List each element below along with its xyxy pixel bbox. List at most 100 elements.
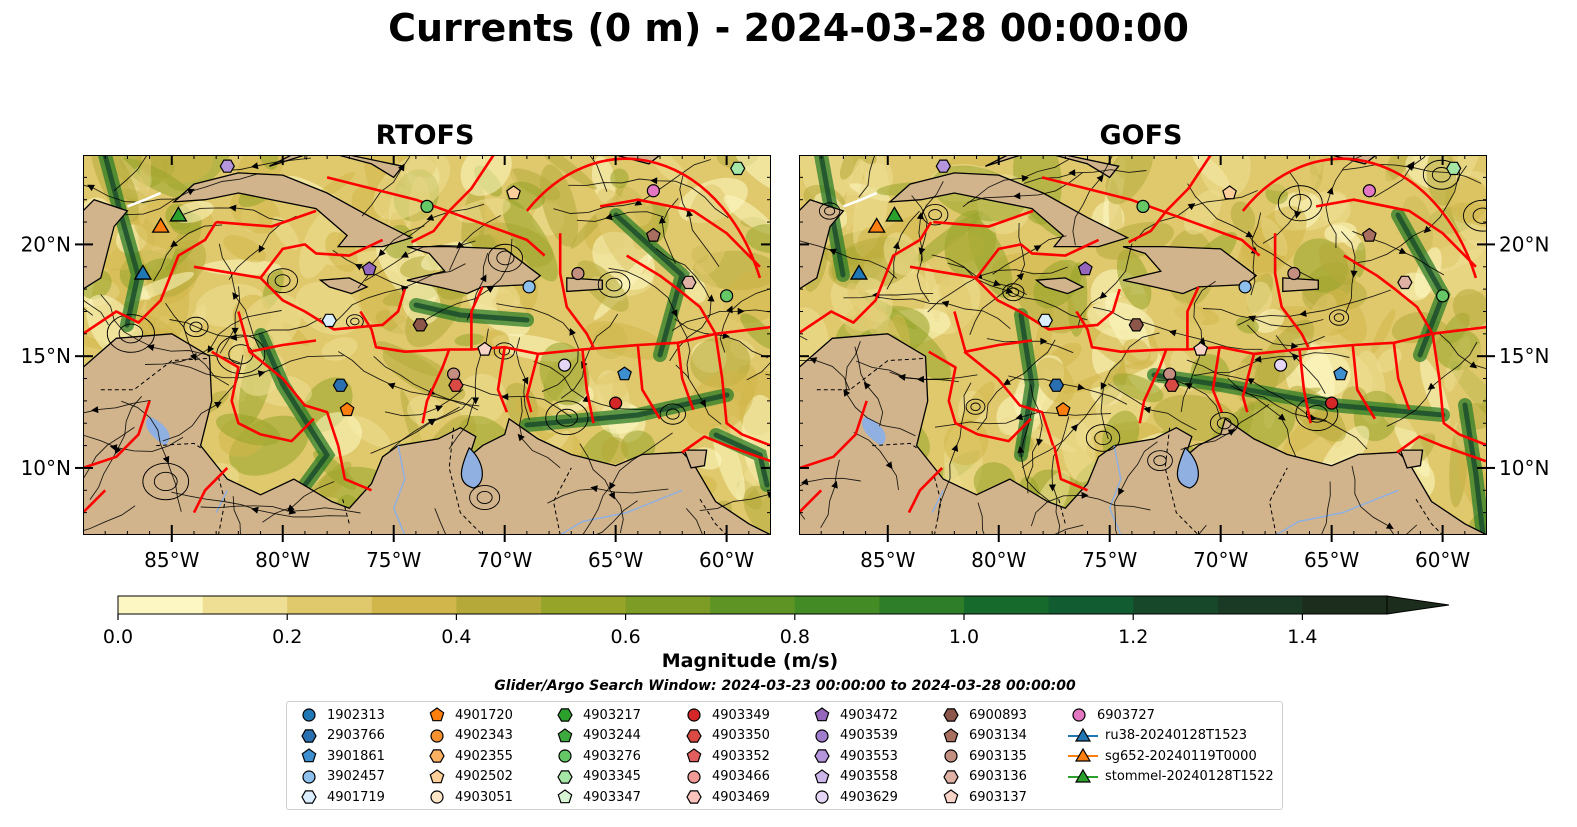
legend-item: 6903727 <box>1067 705 1155 725</box>
eez-boundaries <box>797 154 1489 514</box>
map-gofs[interactable] <box>669 107 1523 606</box>
legend-marker <box>943 789 959 804</box>
legend-marker-shape <box>430 790 444 804</box>
map-rtofs[interactable] <box>0 58 888 638</box>
colorbar-segment <box>118 596 204 614</box>
frame-ticks <box>798 154 1488 536</box>
map-panel-rtofs[interactable] <box>0 58 888 638</box>
float-marker-2903766 <box>1048 378 1065 392</box>
legend-item: ru38-20240128T1523 <box>1067 726 1247 746</box>
panel-title-rtofs: RTOFS <box>375 120 475 151</box>
legend-label: 1902313 <box>327 707 385 723</box>
legend-label: 4901720 <box>455 707 513 723</box>
legend-item: 6903134 <box>939 726 1027 746</box>
float-marker-4903345 <box>1446 161 1462 176</box>
colorbar-segment <box>541 596 627 614</box>
legend-marker <box>815 790 829 804</box>
glider-marker-sg652-20240119T0000 <box>151 217 170 233</box>
legend-label: 4903217 <box>583 707 641 723</box>
legend-marker-shape <box>943 789 959 804</box>
legend-label: 4903472 <box>840 707 898 723</box>
land-jamaica <box>1034 277 1085 295</box>
legend-marker <box>686 748 702 763</box>
legend-item: 4901720 <box>425 705 513 725</box>
legend-marker-shape <box>815 728 829 743</box>
legend-marker-shape <box>429 768 445 783</box>
legend-marker-shape <box>943 708 959 722</box>
legend-marker <box>302 708 316 722</box>
float-marker-4901720 <box>1055 402 1071 417</box>
glider-track <box>126 191 162 208</box>
lon-tick-label: 75°W <box>366 548 421 572</box>
legend-marker-shape <box>429 707 445 722</box>
legend-item: 4903051 <box>425 787 513 807</box>
legend-marker-shape <box>943 769 959 784</box>
legend-marker <box>686 728 702 743</box>
float-marker-4903350 <box>448 378 464 392</box>
colorbar-tick-label: 0.8 <box>780 626 810 648</box>
legend-item: 6903137 <box>939 787 1027 807</box>
float-marker-6903135 <box>1163 367 1177 381</box>
float-marker-6903136 <box>1397 275 1413 290</box>
legend-marker-shape <box>301 748 317 763</box>
land-cuba <box>172 172 414 248</box>
legend-label: 4903558 <box>840 769 898 784</box>
legend-label: 4902343 <box>455 728 513 743</box>
legend-marker <box>1072 708 1086 722</box>
colorbar-segment <box>456 596 542 614</box>
lon-tick-label: 70°W <box>477 548 532 572</box>
legend-marker <box>301 790 317 804</box>
legend-marker-shape <box>687 769 701 784</box>
legend-item: 2903766 <box>297 726 385 746</box>
legend-marker-shape <box>814 707 830 722</box>
legend-label: 6903136 <box>969 769 1027 784</box>
country-borders <box>100 357 727 536</box>
colorbar-segment <box>202 596 288 614</box>
lat-tick-label: 20°N <box>21 232 71 256</box>
glider-marker-ru38-20240128T1523 <box>133 264 153 280</box>
land-cuba <box>888 172 1130 248</box>
legend-marker-shape <box>301 790 317 804</box>
colorbar-extend-arrow <box>1386 595 1450 615</box>
float-marker-4903472 <box>1077 261 1093 276</box>
legend-item: 4902343 <box>425 726 513 746</box>
water-bodies <box>862 416 1199 489</box>
legend-marker <box>557 789 573 804</box>
lon-tick-label: 70°W <box>1193 548 1248 572</box>
legend-label: 4903244 <box>583 728 641 743</box>
float-marker-6903135 <box>447 367 461 381</box>
legend-marker <box>1068 768 1098 783</box>
lon-tick-label: 60°W <box>699 548 754 572</box>
colorbar-segment <box>879 596 965 614</box>
float-marker-4903276 <box>1436 289 1450 303</box>
float-marker-6903727 <box>1362 184 1376 198</box>
lat-tick-label: 10°N <box>21 456 71 480</box>
lat-tick-label: 20°N <box>1499 232 1549 256</box>
legend-marker <box>687 708 701 722</box>
colorbar-segment <box>1048 596 1134 614</box>
legend-item: stommel-20240128T1522 <box>1067 767 1274 787</box>
float-marker-4902502 <box>506 185 521 200</box>
legend-item: 3902457 <box>297 767 385 787</box>
legend-marker-shape <box>302 769 316 784</box>
float-marker-6903134 <box>1361 227 1377 242</box>
legend-label: 4902355 <box>455 748 513 764</box>
frame-ticks <box>82 154 772 536</box>
float-marker-4903629 <box>558 358 572 372</box>
legend-marker <box>302 769 316 784</box>
legend-marker-shape <box>686 790 702 804</box>
gliders <box>849 206 904 280</box>
legend: 1902313 2903766 3901861 3902457 4901719 49017… <box>286 701 1283 810</box>
legend-marker <box>943 769 959 784</box>
legend-marker <box>814 749 830 763</box>
legend-item: 3901861 <box>297 746 385 766</box>
legend-marker-shape <box>686 728 702 743</box>
map-panel-gofs[interactable] <box>669 107 1523 606</box>
float-marker-6903727 <box>646 184 660 198</box>
legend-marker-shape <box>557 708 573 722</box>
glider-marker-ru38-20240128T1523 <box>849 264 869 280</box>
figure-title: Currents (0 m) - 2024-03-28 00:00:00 <box>388 6 1189 50</box>
legend-item: 4902355 <box>425 746 513 766</box>
legend-marker <box>943 708 959 722</box>
float-marker-6903134 <box>645 227 661 242</box>
